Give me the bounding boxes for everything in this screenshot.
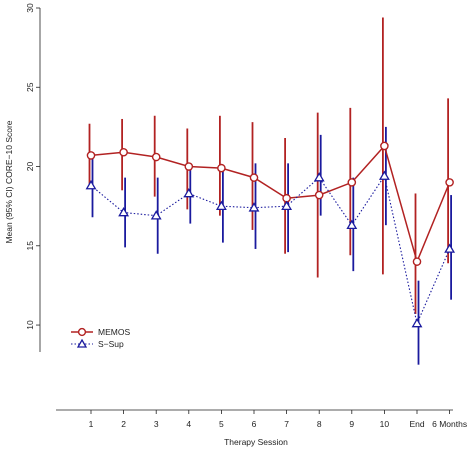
data-point-memos bbox=[347, 178, 357, 187]
legend-item-memos: MEMOS bbox=[71, 327, 130, 337]
x-tick-label: End bbox=[409, 419, 424, 429]
series-markers bbox=[85, 141, 456, 328]
data-point-memos bbox=[249, 173, 259, 182]
data-point-memos bbox=[151, 152, 161, 162]
data-point-memos bbox=[86, 151, 96, 160]
data-point-s-sup bbox=[444, 243, 456, 253]
y-ticks: 10 15 20 25 30 bbox=[25, 3, 40, 330]
data-point-memos bbox=[217, 163, 226, 173]
data-point-memos bbox=[412, 257, 422, 266]
y-tick-label: 10 bbox=[25, 320, 35, 330]
data-point-memos bbox=[119, 147, 128, 157]
series-line-s-sup bbox=[90, 174, 451, 326]
legend: MEMOS S−Sup bbox=[71, 327, 130, 349]
data-point-s-sup bbox=[346, 219, 358, 230]
x-tick-label: 3 bbox=[154, 419, 159, 429]
data-point-s-sup bbox=[411, 317, 423, 328]
x-tick-label: 6 Months bbox=[432, 419, 467, 429]
y-tick-label: 20 bbox=[25, 162, 35, 172]
data-point-memos bbox=[380, 141, 389, 151]
legend-label-memos: MEMOS bbox=[98, 327, 130, 337]
data-point-memos bbox=[314, 190, 324, 200]
series-line-memos bbox=[90, 144, 451, 264]
data-point-s-sup bbox=[281, 200, 293, 211]
data-point-s-sup bbox=[378, 170, 390, 180]
x-tick-label: 7 bbox=[284, 419, 289, 429]
data-point-s-sup bbox=[183, 187, 195, 198]
x-tick-label: 8 bbox=[317, 419, 322, 429]
x-tick-label: 5 bbox=[219, 419, 224, 429]
x-ticks: 1 2 3 4 5 6 7 8 9 10 End 6 Months bbox=[89, 410, 467, 429]
x-tick-label: 9 bbox=[349, 419, 354, 429]
x-tick-label: 6 bbox=[252, 419, 257, 429]
data-point-s-sup bbox=[150, 210, 162, 220]
series-lines bbox=[90, 144, 451, 326]
data-point-memos bbox=[184, 162, 194, 171]
legend-marker-s-sup bbox=[76, 338, 88, 348]
y-axis: 10 15 20 25 30 Mean (95% CI) CORE−10 Score bbox=[4, 3, 41, 352]
y-axis-title: Mean (95% CI) CORE−10 Score bbox=[4, 120, 14, 243]
data-point-s-sup bbox=[313, 172, 325, 182]
legend-item-s-sup: S−Sup bbox=[71, 338, 124, 349]
legend-marker-memos bbox=[77, 327, 87, 337]
x-tick-label: 1 bbox=[89, 419, 94, 429]
x-tick-label: 4 bbox=[186, 419, 191, 429]
legend-label-s-sup: S−Sup bbox=[98, 339, 124, 349]
x-axis: 1 2 3 4 5 6 7 8 9 10 End 6 Months Therapy Session bbox=[56, 409, 467, 447]
y-tick-label: 25 bbox=[25, 82, 35, 92]
x-tick-label: 10 bbox=[380, 419, 390, 429]
x-tick-label: 2 bbox=[121, 419, 126, 429]
y-tick-label: 30 bbox=[25, 3, 35, 13]
data-point-s-sup bbox=[85, 180, 97, 190]
x-axis-title: Therapy Session bbox=[224, 437, 288, 447]
data-point-s-sup bbox=[248, 202, 260, 212]
plot-area bbox=[85, 17, 456, 365]
y-tick-label: 15 bbox=[25, 241, 35, 251]
data-point-s-sup bbox=[215, 200, 227, 211]
data-point-memos bbox=[445, 178, 454, 187]
data-point-s-sup bbox=[118, 207, 130, 217]
